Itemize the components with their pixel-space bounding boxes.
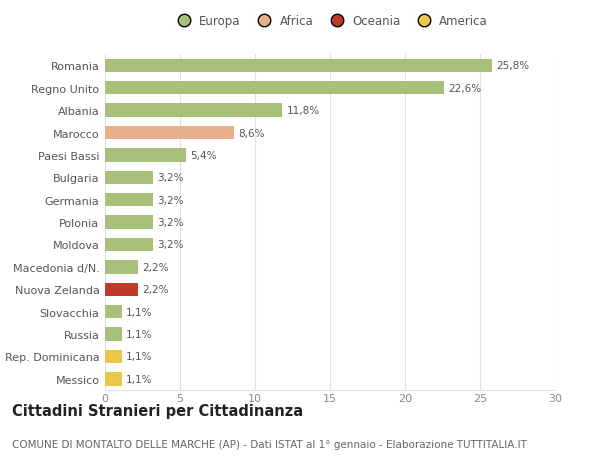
Text: Cittadini Stranieri per Cittadinanza: Cittadini Stranieri per Cittadinanza bbox=[12, 403, 303, 419]
Bar bbox=[105, 104, 282, 118]
Text: 1,1%: 1,1% bbox=[126, 329, 152, 339]
Text: 1,1%: 1,1% bbox=[126, 374, 152, 384]
Text: 2,2%: 2,2% bbox=[143, 285, 169, 295]
Bar bbox=[105, 127, 234, 140]
Text: 25,8%: 25,8% bbox=[497, 61, 530, 71]
Bar bbox=[105, 305, 121, 319]
Text: 1,1%: 1,1% bbox=[126, 352, 152, 362]
Bar bbox=[105, 171, 153, 185]
Bar bbox=[105, 238, 153, 252]
Text: 2,2%: 2,2% bbox=[143, 262, 169, 272]
Text: 11,8%: 11,8% bbox=[287, 106, 320, 116]
Bar bbox=[105, 194, 153, 207]
Legend: Europa, Africa, Oceania, America: Europa, Africa, Oceania, America bbox=[167, 11, 493, 33]
Bar bbox=[105, 60, 492, 73]
Bar bbox=[105, 82, 444, 95]
Text: 3,2%: 3,2% bbox=[157, 240, 184, 250]
Bar bbox=[105, 350, 121, 364]
Text: 22,6%: 22,6% bbox=[449, 84, 482, 94]
Bar bbox=[105, 328, 121, 341]
Bar bbox=[105, 216, 153, 230]
Bar bbox=[105, 372, 121, 386]
Bar bbox=[105, 283, 138, 297]
Text: 8,6%: 8,6% bbox=[239, 128, 265, 138]
Text: 3,2%: 3,2% bbox=[157, 195, 184, 205]
Text: 1,1%: 1,1% bbox=[126, 307, 152, 317]
Bar bbox=[105, 149, 186, 162]
Text: 5,4%: 5,4% bbox=[191, 151, 217, 161]
Text: COMUNE DI MONTALTO DELLE MARCHE (AP) - Dati ISTAT al 1° gennaio - Elaborazione T: COMUNE DI MONTALTO DELLE MARCHE (AP) - D… bbox=[12, 440, 527, 449]
Bar bbox=[105, 261, 138, 274]
Text: 3,2%: 3,2% bbox=[157, 218, 184, 228]
Text: 3,2%: 3,2% bbox=[157, 173, 184, 183]
